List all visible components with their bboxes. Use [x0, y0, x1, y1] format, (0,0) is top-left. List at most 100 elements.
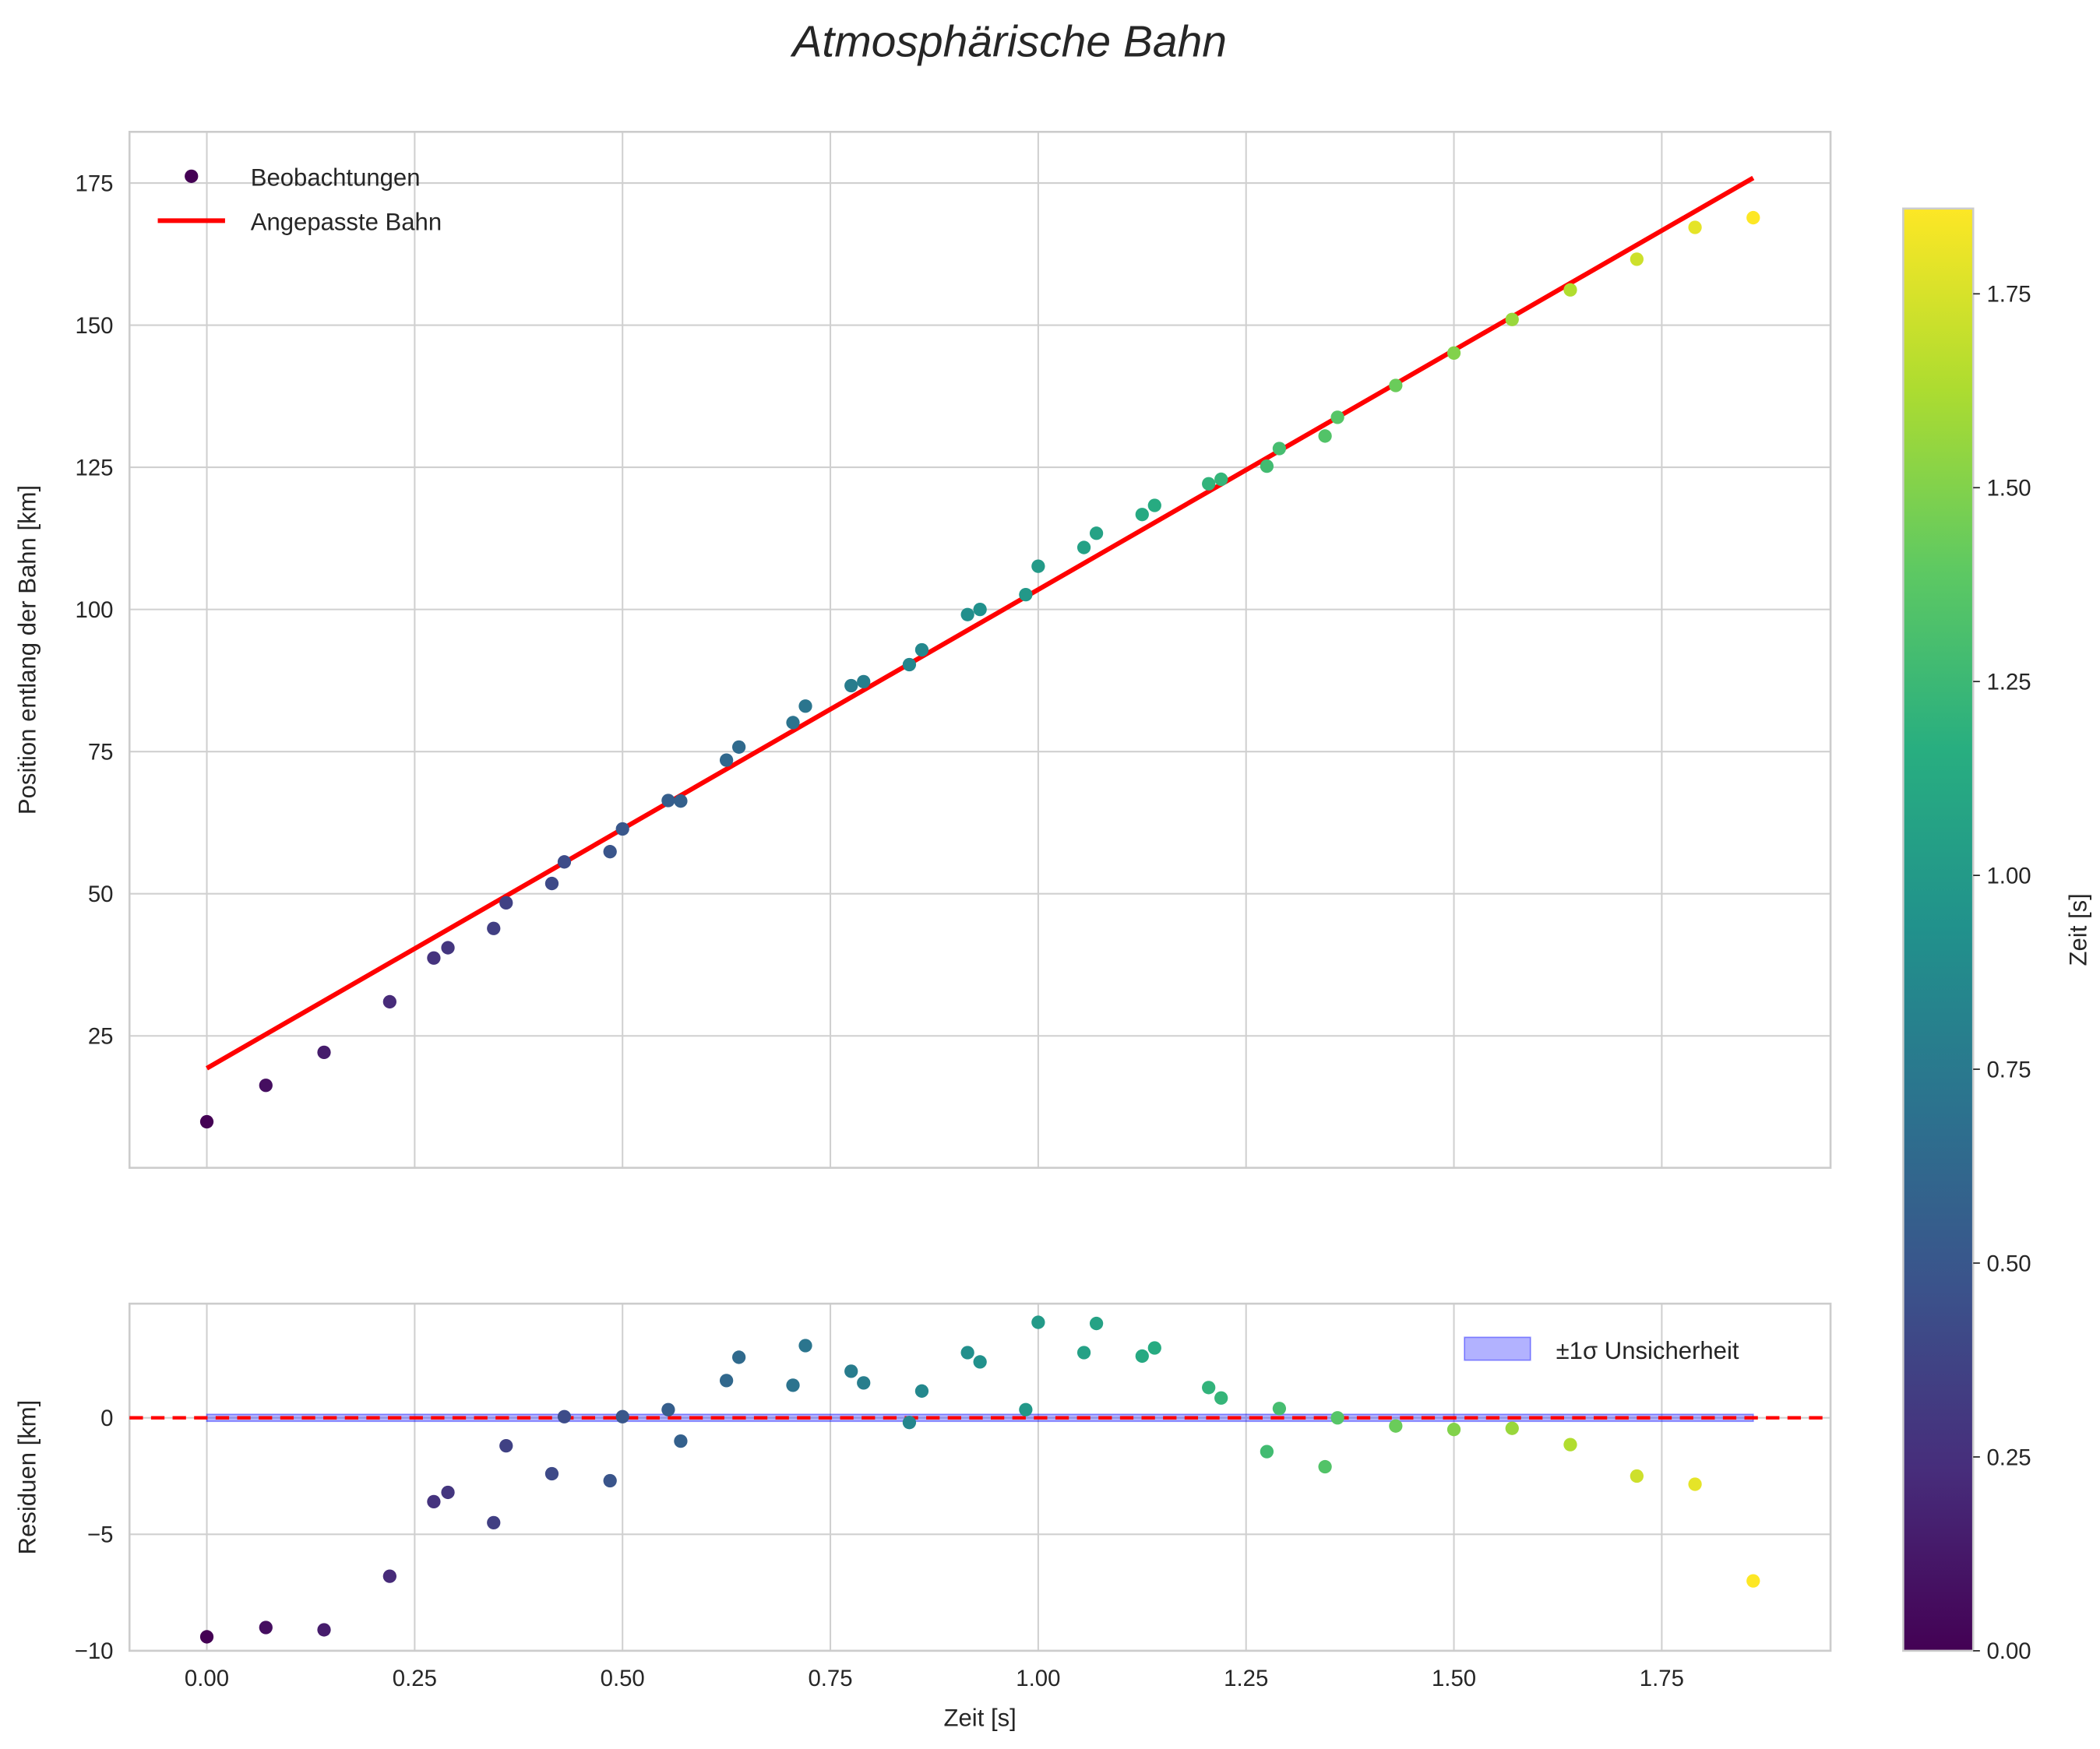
- colorbar-tick-label: 0.50: [1986, 1251, 2031, 1276]
- data-point: [544, 876, 559, 891]
- data-point: [786, 1378, 800, 1392]
- x-axis-label: Zeit [s]: [944, 1705, 1017, 1732]
- data-point: [615, 1409, 629, 1423]
- data-point: [902, 1416, 917, 1430]
- data-point: [1202, 477, 1216, 491]
- data-point: [731, 1350, 746, 1364]
- x-tick-label: 0.00: [185, 1666, 229, 1691]
- legend-label-observations: Beobachtungen: [251, 164, 421, 191]
- legend-label-sigma: ±1σ Unsicherheit: [1556, 1337, 1739, 1364]
- data-point: [1505, 312, 1519, 326]
- colorbar-tick-label: 0.00: [1986, 1638, 2031, 1664]
- data-point: [199, 1630, 214, 1644]
- x-tick-label: 1.25: [1224, 1666, 1268, 1691]
- y-axis-label: Position entlang der Bahn [km]: [13, 485, 41, 815]
- data-point: [857, 674, 871, 689]
- data-point: [199, 1114, 214, 1129]
- data-point: [441, 941, 455, 955]
- data-point: [786, 716, 800, 730]
- data-point: [1031, 559, 1045, 573]
- data-point: [1272, 1402, 1287, 1416]
- data-point: [731, 740, 746, 754]
- data-point: [1505, 1421, 1519, 1435]
- y-tick-label: 0: [100, 1406, 113, 1431]
- data-point: [1446, 346, 1461, 360]
- data-point: [259, 1621, 273, 1635]
- data-point: [798, 699, 812, 713]
- data-point: [719, 753, 734, 767]
- data-point: [615, 822, 629, 836]
- colorbar-tick-label: 1.00: [1986, 863, 2031, 889]
- data-point: [1630, 252, 1644, 266]
- data-point: [382, 994, 396, 1009]
- data-point: [317, 1623, 331, 1637]
- data-point: [1330, 1411, 1344, 1425]
- colorbar-tick-label: 1.25: [1986, 670, 2031, 695]
- data-point: [499, 896, 513, 910]
- data-point: [1214, 1391, 1228, 1405]
- data-point: [1019, 1402, 1033, 1416]
- data-point: [1563, 1438, 1577, 1452]
- x-tick-label: 0.25: [393, 1666, 437, 1691]
- data-point: [1089, 526, 1104, 540]
- y-tick-label: 50: [88, 882, 114, 907]
- data-point: [1031, 1315, 1045, 1329]
- fit-line: [206, 175, 1755, 1071]
- data-point: [1076, 1346, 1091, 1360]
- y-tick-label: 25: [88, 1024, 114, 1050]
- y-tick-label: −5: [87, 1522, 113, 1548]
- data-point: [914, 642, 929, 657]
- y-tick-label: 100: [76, 597, 114, 623]
- axes-frame: [128, 131, 1832, 1169]
- data-point: [487, 921, 501, 935]
- data-point: [1330, 410, 1344, 424]
- data-point: [857, 1376, 871, 1390]
- data-point: [1630, 1469, 1644, 1483]
- data-point: [1076, 540, 1091, 554]
- data-point: [1019, 588, 1033, 602]
- data-point: [973, 1355, 987, 1369]
- y-tick-label: 125: [76, 455, 114, 480]
- x-tick-label: 1.50: [1432, 1666, 1476, 1691]
- data-point: [1202, 1381, 1216, 1395]
- data-point: [557, 1409, 572, 1423]
- data-point: [544, 1466, 559, 1481]
- data-point: [427, 1494, 441, 1509]
- data-point: [382, 1569, 396, 1583]
- data-point: [259, 1079, 273, 1093]
- legend-marker-observations: [185, 169, 199, 183]
- colorbar-tick-label: 0.25: [1986, 1445, 2031, 1470]
- data-point: [1147, 498, 1161, 512]
- main-plot: 25 50 75 100 125 150 175 Position entlang der B…: [13, 131, 1832, 1169]
- data-point: [441, 1485, 455, 1500]
- data-point: [1688, 220, 1702, 234]
- data-point: [557, 855, 572, 869]
- legend-label-fit: Angepasste Bahn: [251, 208, 442, 235]
- data-point: [1389, 378, 1403, 392]
- data-point: [427, 951, 441, 965]
- data-point: [960, 1346, 974, 1360]
- data-point: [960, 607, 974, 621]
- data-point: [1688, 1477, 1702, 1491]
- data-point: [603, 1473, 617, 1488]
- colorbar-label: Zeit [s]: [2064, 893, 2091, 966]
- colorbar-tick-label: 1.75: [1986, 282, 2031, 308]
- x-tick-label: 1.75: [1640, 1666, 1684, 1691]
- data-point: [499, 1438, 513, 1453]
- data-point: [1318, 1459, 1332, 1474]
- data-point: [902, 657, 917, 672]
- data-point: [798, 1339, 812, 1353]
- data-point: [674, 794, 688, 808]
- data-point: [1746, 210, 1760, 225]
- data-point: [487, 1515, 501, 1529]
- data-point: [1260, 459, 1274, 473]
- chart-title: Atmosphärische Bahn: [790, 17, 1227, 67]
- data-point: [661, 794, 675, 808]
- data-point: [1746, 1574, 1760, 1588]
- data-point: [914, 1384, 929, 1398]
- legend: Beobachtungen Angepasste Bahn: [157, 164, 442, 235]
- data-point: [719, 1374, 734, 1388]
- colorbar-gradient: [1902, 207, 1975, 1652]
- residual-plot: 0.00 0.25 0.50 0.75 1.00 1.25 1.50 1.75 −10 −5 0 Re…: [13, 1302, 1832, 1732]
- y-tick-label: 175: [76, 171, 114, 196]
